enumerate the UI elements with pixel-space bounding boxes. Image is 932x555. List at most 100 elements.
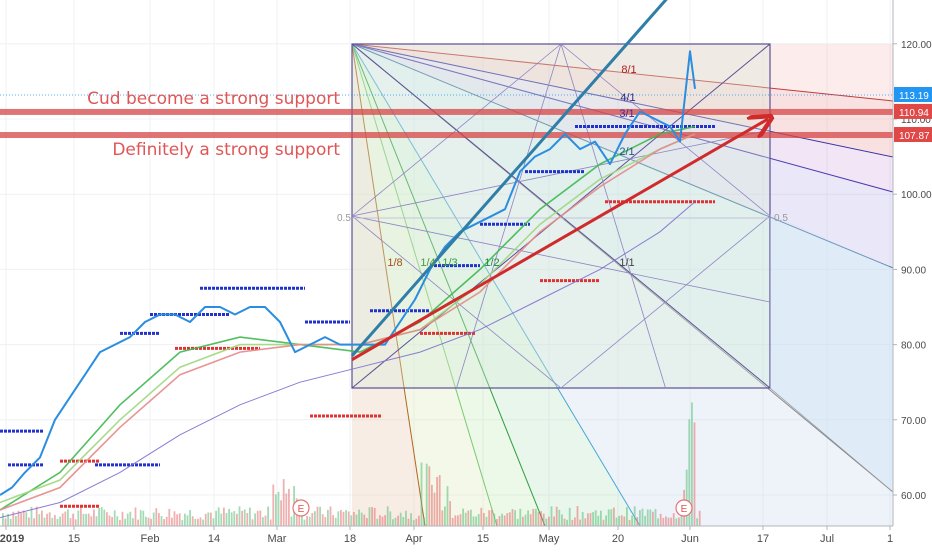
volume-bar <box>613 507 615 526</box>
fan-line-0 <box>351 43 894 102</box>
volume-bar <box>212 518 215 526</box>
volume-bar <box>282 479 285 526</box>
volume-bar <box>225 513 228 526</box>
volume-bar <box>12 511 15 526</box>
support-band-1 <box>0 132 893 139</box>
volume-bar <box>332 515 334 526</box>
volume-bar <box>566 519 568 526</box>
volume-bar <box>688 419 691 526</box>
volume-bar <box>121 511 124 526</box>
gann-box-extension-fill <box>770 214 893 492</box>
volume-bar <box>488 510 490 526</box>
volume-bar <box>680 513 683 526</box>
volume-bar <box>210 512 212 526</box>
volume-bar <box>607 509 610 526</box>
volume-bar <box>350 515 353 526</box>
volume-bar <box>41 510 43 526</box>
volume-bar <box>545 518 548 526</box>
gann-box-extension <box>769 387 894 493</box>
volume-bar <box>503 515 506 526</box>
volume-bar <box>665 516 667 526</box>
fan-label-1-3: 1/3 <box>442 257 457 269</box>
volume-bar <box>441 510 444 526</box>
volume-bar <box>150 518 152 526</box>
x-tick-label-0: 2019 <box>0 533 24 545</box>
volume-bar <box>202 519 204 526</box>
fan-line-6 <box>351 43 546 527</box>
volume-bar <box>397 515 399 526</box>
fan-label-8-1: 8/1 <box>621 64 636 76</box>
volume-bar <box>87 513 90 526</box>
volume-bar <box>371 507 373 526</box>
trend-arrow-1 <box>351 119 768 361</box>
volume-bar <box>285 493 288 526</box>
volume-bar <box>207 512 210 526</box>
volume-bar <box>402 516 405 526</box>
volume-bar <box>173 511 176 526</box>
volume-bar <box>618 515 620 526</box>
volume-bar <box>129 511 132 526</box>
volume-bar <box>646 509 649 526</box>
volume-bar <box>100 507 103 526</box>
volume-bar <box>9 518 12 526</box>
volume-bar <box>311 513 314 526</box>
volume-bar <box>511 508 514 526</box>
gann-box-grid-4 <box>456 43 562 389</box>
volume-bar <box>628 519 631 526</box>
volume-bar <box>568 507 571 526</box>
volume-bar <box>347 511 350 526</box>
volume-bar <box>90 516 93 526</box>
earnings-marker-1 <box>675 499 693 517</box>
volume-bar <box>277 491 280 526</box>
fan-label-1-8: 1/8 <box>387 257 402 269</box>
volume-bar <box>298 512 301 526</box>
volume-bar <box>368 507 371 526</box>
volume-bar <box>631 515 633 526</box>
volume-bar <box>451 517 454 526</box>
moving-average-0 <box>0 125 696 511</box>
volume-bar <box>592 512 594 526</box>
volume-bar <box>215 510 217 526</box>
volume-bar <box>186 515 189 526</box>
volume-bar <box>605 515 607 526</box>
volume-bar <box>134 507 137 526</box>
chart-labels: Cud become a strong support Definitely a … <box>87 64 788 517</box>
volume-bar <box>553 516 555 526</box>
volume-bar <box>584 518 587 526</box>
volume-bar <box>256 510 259 526</box>
volume-bar <box>290 516 293 526</box>
volume-bar <box>264 515 267 526</box>
volume-bar <box>571 519 574 526</box>
volume-bar <box>308 516 311 526</box>
volume-bar <box>662 517 665 526</box>
fan-label-1-2: 1/2 <box>484 257 499 269</box>
trend-arrows[interactable] <box>350 0 768 361</box>
volume-bar <box>93 509 95 526</box>
volume-bar <box>176 514 178 526</box>
earnings-marker-label-0: E <box>298 504 305 515</box>
volume-bar <box>301 509 303 526</box>
volume-bar <box>358 509 360 526</box>
volume-bar <box>542 513 545 526</box>
volume-bar <box>56 518 59 526</box>
volume-bar <box>527 510 529 526</box>
volume-bar <box>108 515 111 526</box>
volume-bar <box>675 518 678 526</box>
fan-band-4 <box>352 44 893 526</box>
volume-bar <box>579 519 581 526</box>
volume-bar <box>241 510 243 526</box>
y-tick-label-2: 80.00 <box>901 341 926 352</box>
volume-bar <box>280 500 282 526</box>
volume-bar <box>550 506 553 526</box>
volume-bar <box>337 511 340 526</box>
volume-bar <box>124 518 126 526</box>
trend-arrow-0 <box>350 0 668 357</box>
volume-bar <box>405 510 407 526</box>
volume-bar <box>431 484 433 526</box>
volume-bar <box>80 506 82 526</box>
y-tick-label-1: 70.00 <box>901 416 926 427</box>
volume-bar <box>77 510 80 526</box>
